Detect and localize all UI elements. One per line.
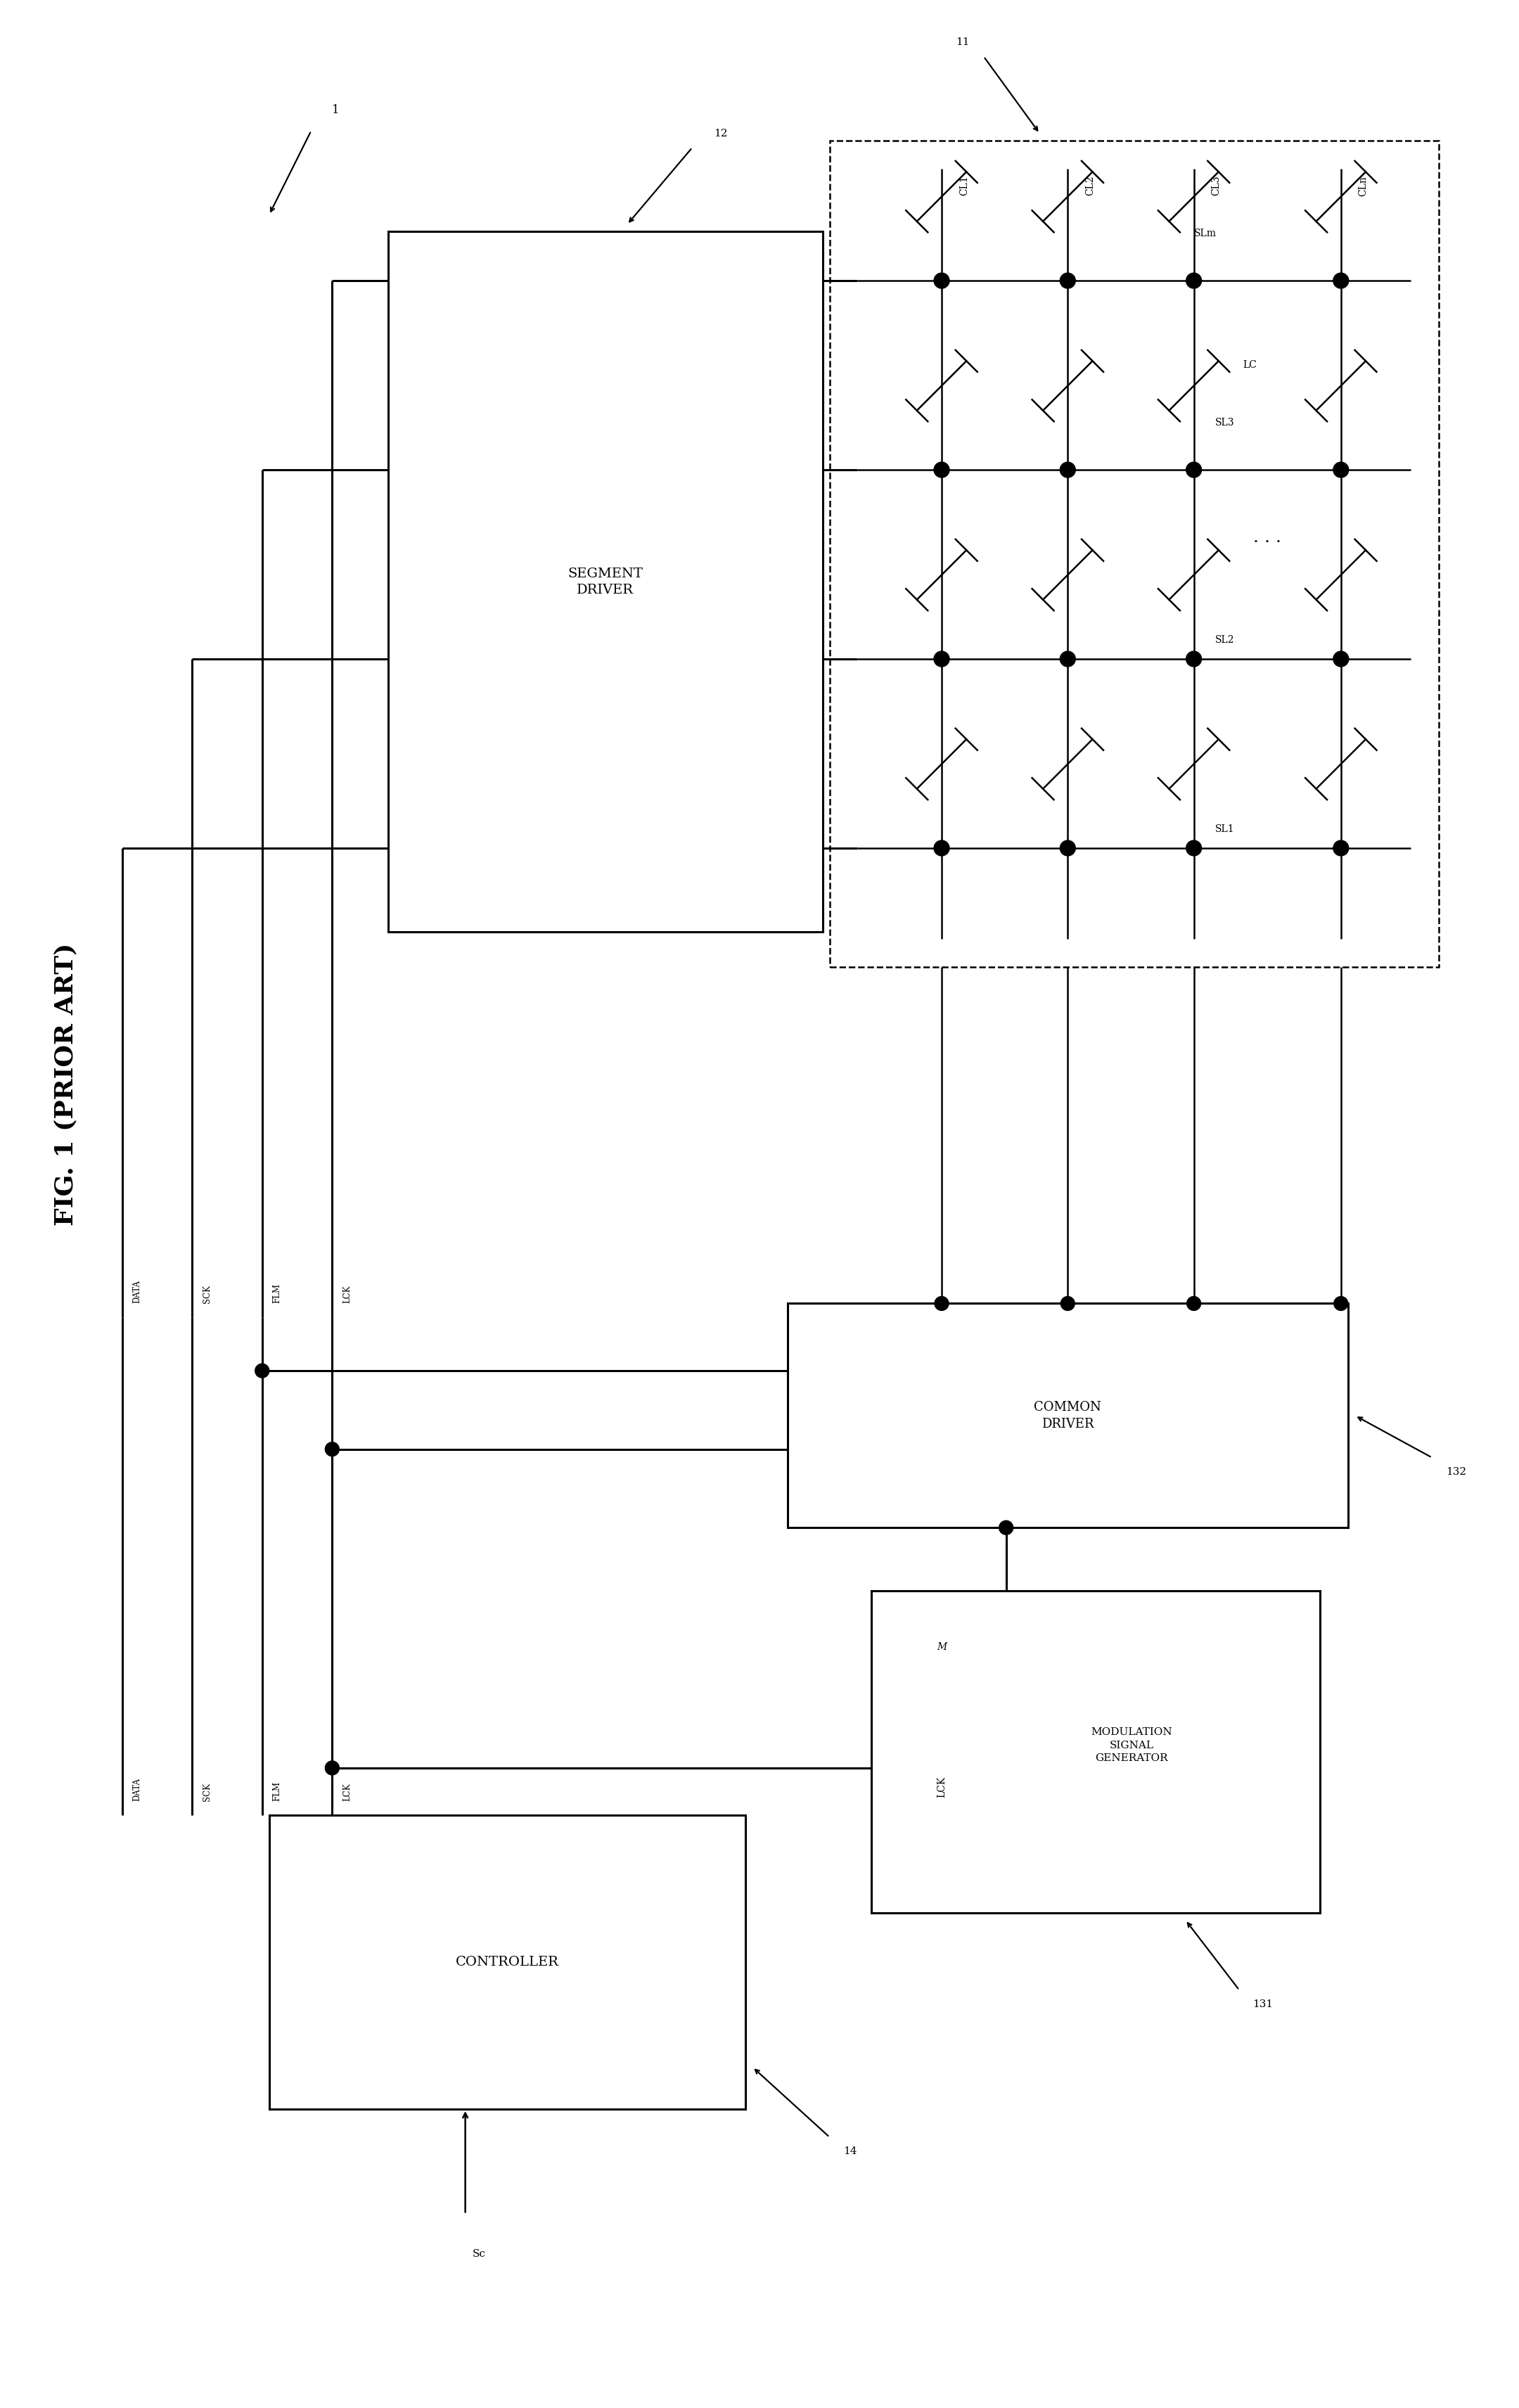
- Text: LCK: LCK: [343, 1782, 352, 1801]
- Text: LC: LC: [1243, 359, 1256, 371]
- Text: SEGMENT
DRIVER: SEGMENT DRIVER: [568, 568, 643, 597]
- Text: Sc: Sc: [472, 2249, 486, 2259]
- Text: DATA: DATA: [132, 1281, 141, 1303]
- Text: FLM: FLM: [272, 1782, 283, 1801]
- Text: 12: 12: [714, 128, 728, 140]
- Text: M: M: [937, 1642, 946, 1652]
- Circle shape: [1186, 650, 1202, 667]
- Bar: [269, 1816, 746, 2109]
- Text: . . .: . . .: [1253, 530, 1282, 547]
- Circle shape: [1334, 272, 1349, 289]
- Text: CL2: CL2: [1085, 176, 1095, 195]
- Circle shape: [1186, 840, 1202, 855]
- Text: COMMON
DRIVER: COMMON DRIVER: [1034, 1401, 1101, 1430]
- Circle shape: [255, 1363, 269, 1377]
- Text: 1: 1: [333, 104, 340, 116]
- Bar: [872, 1592, 1320, 1912]
- Circle shape: [934, 840, 949, 855]
- Circle shape: [934, 1296, 949, 1310]
- Text: FIG. 1 (PRIOR ART): FIG. 1 (PRIOR ART): [55, 942, 77, 1226]
- Circle shape: [1000, 1522, 1013, 1534]
- Text: SLm: SLm: [1194, 229, 1217, 238]
- Circle shape: [1334, 1296, 1347, 1310]
- Text: SL2: SL2: [1215, 636, 1233, 645]
- Circle shape: [325, 1442, 339, 1457]
- Circle shape: [1060, 1296, 1075, 1310]
- Bar: [389, 231, 823, 932]
- Circle shape: [934, 272, 949, 289]
- Circle shape: [1060, 650, 1075, 667]
- Text: LCK: LCK: [937, 1777, 946, 1796]
- Text: SCK: SCK: [202, 1782, 211, 1801]
- Circle shape: [1060, 462, 1075, 477]
- Circle shape: [1186, 462, 1202, 477]
- Text: 11: 11: [955, 39, 969, 48]
- Circle shape: [1060, 840, 1075, 855]
- Text: CL1: CL1: [958, 176, 969, 195]
- Bar: [829, 140, 1438, 968]
- Circle shape: [934, 462, 949, 477]
- Text: 131: 131: [1253, 1999, 1273, 2008]
- Text: SCK: SCK: [202, 1286, 211, 1303]
- Text: LCK: LCK: [343, 1286, 352, 1303]
- Text: CONTROLLER: CONTROLLER: [456, 1955, 559, 1967]
- Text: CLn: CLn: [1358, 176, 1369, 195]
- Circle shape: [1060, 272, 1075, 289]
- Text: SL3: SL3: [1215, 419, 1233, 429]
- Circle shape: [1334, 650, 1349, 667]
- Text: SL1: SL1: [1215, 824, 1235, 833]
- Circle shape: [1186, 1296, 1202, 1310]
- Circle shape: [1334, 462, 1349, 477]
- Circle shape: [325, 1760, 339, 1775]
- Text: 132: 132: [1446, 1466, 1466, 1476]
- Text: FLM: FLM: [272, 1283, 283, 1303]
- Circle shape: [934, 650, 949, 667]
- Circle shape: [1186, 272, 1202, 289]
- Bar: [787, 1303, 1347, 1527]
- Circle shape: [1334, 840, 1349, 855]
- Text: 14: 14: [843, 2146, 857, 2155]
- Text: DATA: DATA: [132, 1777, 141, 1801]
- Text: CL3: CL3: [1211, 176, 1221, 195]
- Text: MODULATION
SIGNAL
GENERATOR: MODULATION SIGNAL GENERATOR: [1091, 1727, 1173, 1763]
